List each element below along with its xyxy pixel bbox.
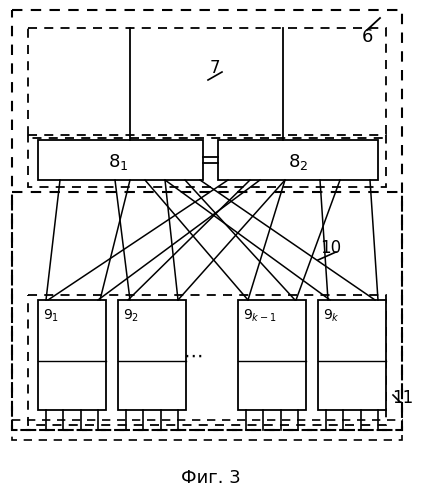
Text: $\cdots$: $\cdots$ <box>184 346 203 364</box>
Bar <box>38 140 203 180</box>
Bar <box>28 295 386 425</box>
Bar <box>12 420 402 440</box>
Text: $8_2$: $8_2$ <box>288 152 308 172</box>
Text: $9_2$: $9_2$ <box>123 308 139 324</box>
Text: $9_{k-1}$: $9_{k-1}$ <box>243 308 277 324</box>
Bar <box>218 140 378 180</box>
Text: 7: 7 <box>210 59 220 77</box>
Bar <box>38 300 106 410</box>
Bar <box>238 300 306 410</box>
Text: 10: 10 <box>320 239 341 257</box>
Text: Фиг. 3: Фиг. 3 <box>181 469 241 487</box>
Bar <box>12 192 402 430</box>
Text: 11: 11 <box>392 389 413 407</box>
Bar <box>12 10 402 430</box>
Bar <box>318 300 386 410</box>
Text: 6: 6 <box>362 28 374 46</box>
Bar <box>28 135 386 187</box>
Text: $9_1$: $9_1$ <box>43 308 59 324</box>
Text: $9_k$: $9_k$ <box>323 308 340 324</box>
Bar <box>28 28 386 138</box>
Text: $8_1$: $8_1$ <box>108 152 128 172</box>
Bar <box>118 300 186 410</box>
